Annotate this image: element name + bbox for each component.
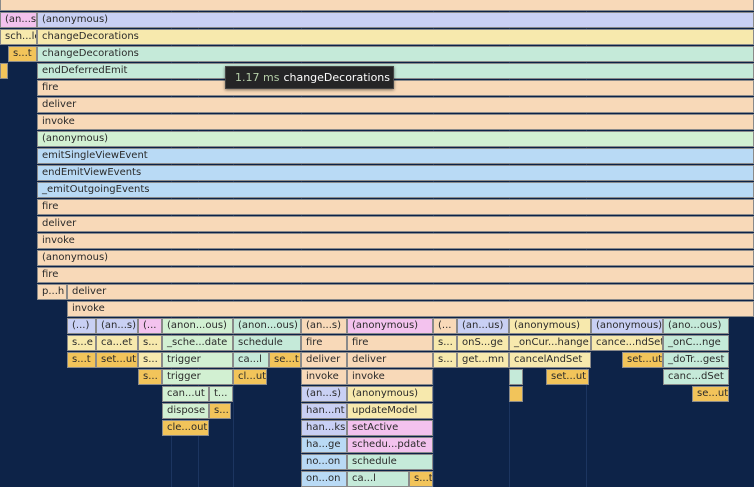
flame-frame[interactable]: s... — [138, 352, 162, 368]
flame-frame[interactable]: schedule — [347, 454, 433, 470]
flame-frame[interactable]: cance...ndSet — [591, 335, 663, 351]
flame-frame[interactable]: (an...s) — [301, 318, 347, 334]
flame-frame[interactable]: on...on — [301, 471, 347, 487]
flame-frame[interactable]: (anonymous) — [347, 318, 433, 334]
flame-frame[interactable]: invoke — [301, 369, 347, 385]
flame-frame[interactable]: s...e — [67, 335, 96, 351]
flame-frame[interactable]: setActive — [347, 420, 433, 436]
flame-frame[interactable]: deliver — [301, 352, 347, 368]
flame-frame[interactable]: ha...ge — [301, 437, 347, 453]
flame-frame[interactable]: p...h — [37, 284, 67, 300]
flame-frame[interactable]: (anonymous) — [591, 318, 663, 334]
flame-frame[interactable]: (... — [138, 318, 162, 334]
flame-frame[interactable] — [0, 0, 754, 11]
flame-frame[interactable]: (anon...ous) — [233, 318, 301, 334]
flame-frame[interactable]: endDeferredEmit — [37, 63, 754, 79]
flame-frame[interactable]: invoke — [37, 233, 754, 249]
flame-frame[interactable]: (an...us) — [457, 318, 509, 334]
flame-frame[interactable]: can...ut — [162, 386, 209, 402]
flame-frame[interactable]: t... — [209, 386, 233, 402]
flame-frame[interactable]: _onC...nge — [663, 335, 729, 351]
flame-frame[interactable]: invoke — [67, 301, 754, 317]
flame-frame[interactable]: se...ut — [692, 386, 729, 402]
flame-frame[interactable]: trigger — [162, 369, 233, 385]
flame-frame[interactable]: cle...out — [162, 420, 209, 436]
flame-frame[interactable]: _doTr...gest — [663, 352, 729, 368]
flame-frame[interactable]: s... — [138, 335, 162, 351]
flame-frame[interactable]: trigger — [162, 352, 233, 368]
flame-frame[interactable]: (an...s) — [301, 386, 347, 402]
flame-frame[interactable]: (anonymous) — [347, 386, 433, 402]
flame-frame[interactable]: han...nt — [301, 403, 347, 419]
flame-frame[interactable]: s...t — [8, 46, 37, 62]
flame-frame[interactable]: _emitOutgoingEvents — [37, 182, 754, 198]
flame-frame[interactable]: dispose — [162, 403, 209, 419]
flame-frame[interactable]: cancelAndSet — [509, 352, 591, 368]
flame-frame[interactable]: (an...s) — [0, 12, 37, 28]
flame-frame[interactable]: han...ks — [301, 420, 347, 436]
flame-frame[interactable]: invoke — [37, 114, 754, 130]
flame-frame[interactable]: schedu...pdate — [347, 437, 433, 453]
flame-frame[interactable]: (anon...ous) — [162, 318, 233, 334]
flame-frame[interactable]: (anonymous) — [509, 318, 591, 334]
flame-frame[interactable]: no...on — [301, 454, 347, 470]
flame-frame[interactable]: endEmitViewEvents — [37, 165, 754, 181]
flame-frame[interactable]: s...t — [409, 471, 433, 487]
flame-frame[interactable]: cl...ut — [233, 369, 267, 385]
flame-frame[interactable]: ca...et — [96, 335, 138, 351]
tooltip-function-name: changeDecorations — [283, 71, 390, 84]
flame-frame[interactable]: ca...l — [233, 352, 269, 368]
flame-frame[interactable]: _sche...date — [162, 335, 233, 351]
flame-frame[interactable]: onS...ge — [457, 335, 509, 351]
flame-frame[interactable]: changeDecorations — [37, 46, 754, 62]
flame-frame[interactable]: fire — [37, 267, 754, 283]
flame-frame[interactable]: (an...s) — [96, 318, 138, 334]
flame-frame[interactable]: updateModel — [347, 403, 433, 419]
flame-frame[interactable]: deliver — [67, 284, 754, 300]
flame-frame[interactable]: deliver — [37, 216, 754, 232]
flame-frame[interactable]: set...ut — [96, 352, 138, 368]
flame-frame[interactable]: ca...l — [347, 471, 409, 487]
flame-frame[interactable]: se...t — [269, 352, 301, 368]
flame-frame[interactable]: (...) — [67, 318, 96, 334]
flame-frame[interactable]: (ano...ous) — [663, 318, 729, 334]
flame-frame[interactable]: set...ut — [546, 369, 589, 385]
flame-frame[interactable]: deliver — [347, 352, 433, 368]
flame-frame[interactable]: (anonymous) — [37, 131, 754, 147]
flame-frame[interactable]: s... — [138, 369, 162, 385]
flame-frame[interactable]: emitSingleViewEvent — [37, 148, 754, 164]
flame-frame[interactable]: sch...le — [0, 29, 37, 45]
flame-frame[interactable]: canc...dSet — [663, 369, 729, 385]
flame-frame[interactable]: get...mn — [457, 352, 509, 368]
flame-frame[interactable]: fire — [37, 80, 754, 96]
tooltip-duration: 1.17 ms — [235, 71, 280, 84]
flame-frame[interactable]: _onCur...hange — [509, 335, 591, 351]
flame-frame[interactable] — [0, 63, 8, 79]
flame-frame[interactable]: s... — [209, 403, 231, 419]
flame-frame[interactable]: fire — [347, 335, 433, 351]
flame-frame[interactable]: s... — [433, 352, 457, 368]
flame-frame[interactable] — [509, 369, 523, 385]
flame-frame[interactable]: changeDecorations — [37, 29, 754, 45]
flame-frame[interactable]: invoke — [347, 369, 433, 385]
flame-frame[interactable]: s...t — [67, 352, 96, 368]
flame-frame[interactable]: s... — [433, 335, 457, 351]
flame-frame[interactable] — [509, 386, 523, 402]
frame-tooltip: 1.17 ms changeDecorations — [225, 66, 394, 89]
flame-frame[interactable]: deliver — [37, 97, 754, 113]
flame-frame[interactable]: (... — [433, 318, 457, 334]
flame-frame[interactable]: (anonymous) — [37, 250, 754, 266]
flame-frame[interactable]: fire — [37, 199, 754, 215]
flame-frame[interactable]: (anonymous) — [37, 12, 754, 28]
flame-frame[interactable]: fire — [301, 335, 347, 351]
flame-frame[interactable]: schedule — [233, 335, 301, 351]
flame-frame[interactable]: set...ut — [622, 352, 663, 368]
